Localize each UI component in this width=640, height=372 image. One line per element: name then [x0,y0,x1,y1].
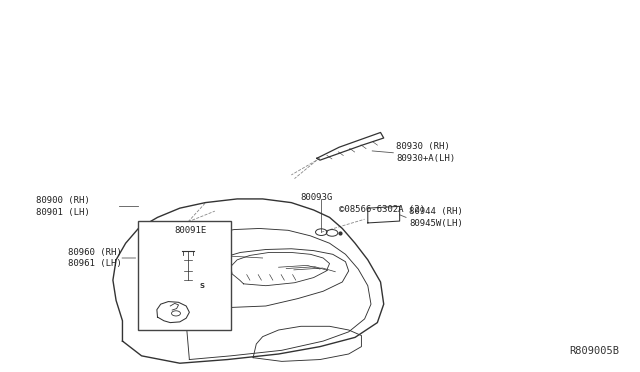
Text: 80091E: 80091E [175,225,207,234]
Bar [138,221,231,330]
Text: 80960 (RH)
80961 (LH): 80960 (RH) 80961 (LH) [68,248,122,269]
Text: ©08566-6302A (2): ©08566-6302A (2) [339,205,425,215]
Text: 80093G: 80093G [301,193,333,202]
Text: 80944 (RH)
80945W(LH): 80944 (RH) 80945W(LH) [409,207,463,228]
Text: S: S [200,283,205,289]
Text: 80930 (RH)
80930+A(LH): 80930 (RH) 80930+A(LH) [396,142,456,163]
Text: R809005B: R809005B [570,346,620,356]
Text: 80900 (RH)
80901 (LH): 80900 (RH) 80901 (LH) [36,196,90,217]
